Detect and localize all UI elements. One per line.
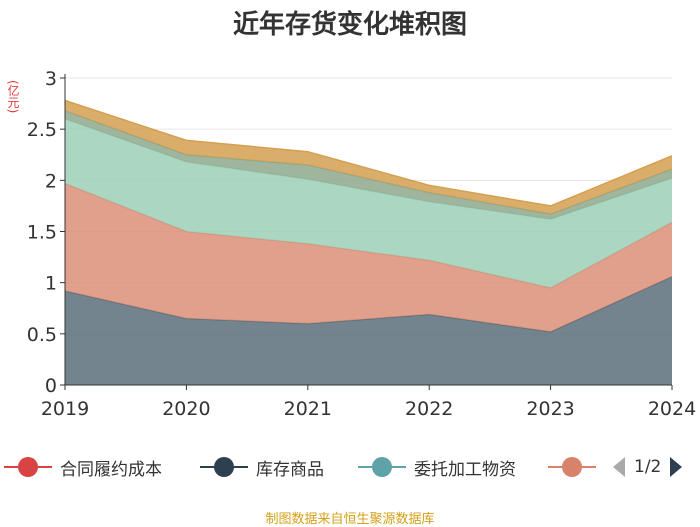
y-tick-label: 2.5	[27, 119, 57, 141]
y-tick-label: 0.5	[27, 324, 57, 346]
legend-item-consigned-materials[interactable]: 委托加工物资	[356, 452, 516, 482]
next-page-icon[interactable]	[667, 452, 685, 482]
y-tick-label: 0	[45, 375, 57, 397]
series-area-1	[65, 276, 672, 385]
y-tick-label: 1.5	[27, 222, 57, 244]
x-tick-label: 2020	[162, 398, 210, 420]
legend-label: 委托加工物资	[414, 459, 516, 480]
x-tick-label: 2023	[526, 398, 574, 420]
legend-marker-icon	[2, 452, 54, 482]
legend-marker-icon	[546, 452, 598, 482]
x-tick-label: 2022	[405, 398, 453, 420]
legend-item-4[interactable]	[546, 452, 598, 482]
legend: 合同履约成本 库存商品 委托加工物资	[0, 452, 700, 482]
legend-label: 合同履约成本	[60, 459, 162, 480]
y-tick-label: 3	[45, 68, 57, 90]
y-tick-label: 1	[45, 273, 57, 295]
legend-marker-icon	[356, 452, 408, 482]
series-area-2	[65, 183, 672, 332]
x-tick-label: 2024	[648, 398, 696, 420]
legend-pager: 1/2	[610, 452, 685, 482]
series-area-3	[65, 118, 672, 288]
series-line-5	[64, 99, 673, 207]
legend-item-contract-cost[interactable]: 合同履约成本	[2, 452, 162, 482]
x-tick-label: 2021	[284, 398, 332, 420]
y-tick-label: 2	[45, 170, 57, 192]
previous-page-icon[interactable]	[610, 452, 628, 482]
legend-marker-icon	[198, 452, 250, 482]
legend-item-inventory-goods[interactable]: 库存商品	[198, 452, 324, 482]
y-axis-unit-label: (亿元)	[6, 80, 20, 114]
legend-label: 库存商品	[256, 459, 324, 480]
data-source-note: 制图数据来自恒生聚源数据库	[265, 512, 435, 527]
chart-title: 近年存货变化堆积图	[232, 10, 467, 40]
stacked-area-chart: 0 0.5 1 1.5 2 2.5 3 2019 2020 2021 2022 2023 2024	[27, 68, 696, 420]
legend-page-indicator: 1/2	[634, 457, 662, 477]
x-tick-label: 2019	[41, 398, 89, 420]
